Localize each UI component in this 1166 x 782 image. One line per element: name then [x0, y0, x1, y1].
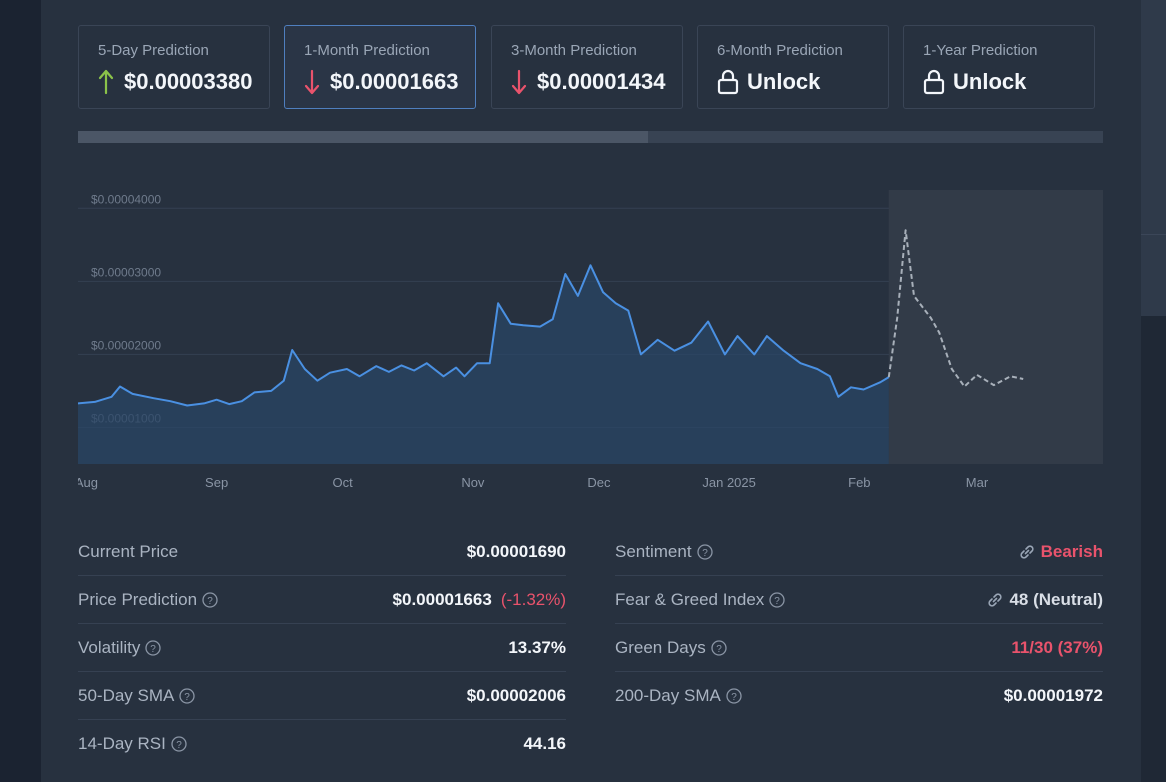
stat-row-fear-greed: Fear & Greed Index ? 48 (Neutral)	[615, 576, 1103, 624]
help-icon[interactable]: ?	[179, 688, 196, 704]
card-value: $0.00003380	[98, 69, 252, 95]
help-icon[interactable]: ?	[769, 592, 785, 608]
card-6-month[interactable]: 6-Month Prediction Unlock	[697, 25, 889, 109]
svg-text:?: ?	[716, 644, 722, 655]
stat-row-sentiment: Sentiment ? Bearish	[615, 528, 1103, 576]
card-3-month[interactable]: 3-Month Prediction $0.00001434	[491, 25, 683, 109]
card-label: 1-Year Prediction	[923, 42, 1038, 59]
help-icon[interactable]: ?	[711, 640, 727, 656]
arrow-down-icon	[511, 69, 527, 95]
svg-text:?: ?	[185, 692, 191, 703]
card-label: 5-Day Prediction	[98, 42, 209, 59]
card-value: $0.00001434	[511, 69, 665, 95]
stat-row-green-days: Green Days ? 11/30 (37%)	[615, 624, 1103, 672]
stat-row-price-prediction: Price Prediction ? $0.00001663 (-1.32%)	[78, 576, 566, 624]
x-tick-label: Sep	[205, 475, 228, 490]
price-area	[78, 265, 889, 464]
stat-key: Price Prediction ?	[78, 590, 218, 610]
card-value-text: Unlock	[953, 69, 1027, 94]
price-line	[77, 264, 890, 407]
stat-value: 11/30 (37%)	[1011, 638, 1103, 657]
price-chart-svg: $0.00004000$0.00003000$0.00002000$0.0000…	[75, 190, 1103, 490]
card-label: 3-Month Prediction	[511, 42, 637, 59]
left-gutter	[0, 0, 41, 782]
svg-text:?: ?	[151, 644, 157, 655]
card-value: Unlock	[717, 69, 820, 95]
card-value: $0.00001663	[304, 69, 458, 95]
x-tick-label: Jan 2025	[702, 475, 756, 490]
arrow-down-icon	[304, 69, 320, 95]
x-tick-label: Oct	[333, 475, 354, 490]
arrow-up-icon	[98, 69, 114, 95]
stat-key: 50-Day SMA ?	[78, 686, 196, 706]
stat-row-50-day-sma: 50-Day SMA ? $0.00002006	[78, 672, 566, 720]
card-1-year[interactable]: 1-Year Prediction Unlock	[903, 25, 1095, 109]
help-icon[interactable]: ?	[171, 736, 187, 752]
x-tick-label: Mar	[966, 475, 989, 490]
stat-value: $0.00001690	[466, 542, 566, 561]
stat-value: $0.00002006	[466, 686, 566, 705]
price-chart[interactable]: $0.00004000$0.00003000$0.00002000$0.0000…	[75, 190, 1103, 500]
stats-left: Current Price $0.00001690 Price Predicti…	[78, 528, 566, 768]
link-icon	[1018, 543, 1036, 561]
prediction-cards: 5-Day Prediction $0.00003380 1-Month Pre…	[78, 25, 1103, 111]
stat-key: Volatility ?	[78, 638, 162, 658]
scrollbar-thumb[interactable]	[1141, 0, 1166, 316]
stat-key: Green Days ?	[615, 638, 727, 658]
help-icon[interactable]: ?	[145, 640, 162, 656]
card-value-text: Unlock	[747, 69, 821, 94]
stat-value: 13.37%	[508, 638, 566, 657]
card-value: Unlock	[923, 69, 1026, 95]
x-tick-label: Dec	[587, 475, 611, 490]
svg-text:?: ?	[775, 596, 781, 607]
stat-key: Sentiment ?	[615, 542, 713, 562]
x-tick-label: Aug	[78, 475, 98, 490]
x-tick-label: Nov	[461, 475, 485, 490]
forecast-region	[888, 190, 1103, 464]
svg-text:?: ?	[207, 596, 213, 607]
card-label: 6-Month Prediction	[717, 42, 843, 59]
card-value-text: $0.00001663	[330, 69, 459, 94]
stat-row-200-day-sma: 200-Day SMA ? $0.00001972	[615, 672, 1103, 720]
svg-text:?: ?	[176, 740, 182, 751]
stat-value: 44.16	[523, 734, 566, 753]
help-icon[interactable]: ?	[726, 688, 742, 704]
y-tick-label: $0.00004000	[91, 192, 161, 206]
card-label: 1-Month Prediction	[304, 42, 430, 59]
link-icon	[986, 591, 1004, 609]
help-icon[interactable]: ?	[202, 592, 218, 608]
range-progress-fill	[78, 131, 648, 143]
stat-row-14-day-rsi: 14-Day RSI ? 44.16	[78, 720, 566, 768]
lock-icon	[717, 69, 739, 95]
stat-key: 14-Day RSI ?	[78, 734, 187, 754]
y-tick-label: $0.00002000	[91, 338, 161, 352]
stat-value-link[interactable]: Bearish	[1018, 542, 1103, 562]
stat-value: $0.00001663 (-1.32%)	[392, 590, 566, 609]
card-value-text: $0.00001434	[537, 69, 666, 94]
stat-key: Fear & Greed Index ?	[615, 590, 785, 610]
stat-key: 200-Day SMA ?	[615, 686, 742, 706]
stat-key: Current Price	[78, 542, 179, 561]
stat-value: $0.00001972	[1003, 686, 1103, 705]
card-value-text: $0.00003380	[124, 69, 253, 94]
change-percent: (-1.32%)	[500, 590, 566, 609]
stat-value-link[interactable]: 48 (Neutral)	[986, 590, 1103, 610]
card-5-day[interactable]: 5-Day Prediction $0.00003380	[78, 25, 270, 109]
stats-right: Sentiment ? Bearish Fear & Greed Index ?…	[615, 528, 1103, 720]
scrollbar-divider	[1141, 234, 1166, 235]
stat-row-current-price: Current Price $0.00001690	[78, 528, 566, 576]
y-tick-label: $0.00003000	[91, 265, 161, 279]
lock-icon	[923, 69, 945, 95]
svg-text:?: ?	[731, 692, 737, 703]
help-icon[interactable]: ?	[696, 544, 713, 560]
card-1-month[interactable]: 1-Month Prediction $0.00001663	[284, 25, 476, 109]
x-tick-label: Feb	[848, 475, 870, 490]
stat-row-volatility: Volatility ? 13.37%	[78, 624, 566, 672]
svg-text:?: ?	[702, 548, 708, 559]
